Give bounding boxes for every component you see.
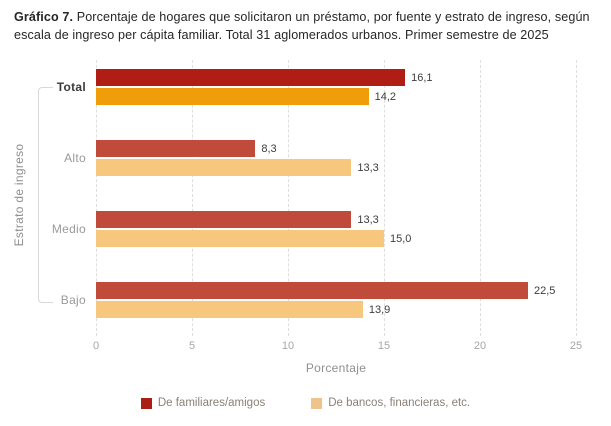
- gridline: [480, 60, 481, 336]
- bar: [96, 230, 384, 247]
- gridline: [576, 60, 577, 336]
- category-label: Bajo: [60, 293, 86, 307]
- x-tick-label: 25: [569, 340, 583, 352]
- gridline: [192, 60, 193, 336]
- x-tick-label: 20: [473, 340, 487, 352]
- legend-swatch-tan-icon: [311, 397, 323, 409]
- bar-value-label: 15,0: [390, 232, 412, 245]
- legend-label: De bancos, financieras, etc.: [328, 397, 471, 409]
- bar-value-label: 13,9: [368, 303, 391, 316]
- bar-group-medio: Medio 13,3 15,0: [0, 211, 611, 247]
- bar-value-label: 22,5: [534, 284, 556, 297]
- bar-group-alto: Alto 8,3 13,3: [0, 140, 611, 176]
- bar-value-label: 16,1: [411, 71, 433, 84]
- category-label: Alto: [64, 151, 86, 165]
- bar: [96, 211, 352, 228]
- bar: [96, 88, 369, 105]
- legend-item-familiares: De familiares/amigos: [140, 397, 266, 409]
- bar: [96, 301, 363, 318]
- y-axis-bracket: [38, 87, 53, 303]
- bar: [96, 140, 256, 157]
- bar-group-total: Total 16,1 14,2: [0, 69, 611, 105]
- gridline: [96, 60, 97, 336]
- bar-group-bajo: Bajo 22,5 13,9: [0, 282, 611, 318]
- bar-value-label: 13,3: [357, 161, 379, 174]
- bar: [96, 159, 352, 176]
- bar-value-label: 13,3: [357, 213, 379, 226]
- chart-title-number: Gráfico 7.: [14, 10, 74, 24]
- x-tick-label: 0: [92, 340, 100, 352]
- legend-swatch-red-icon: [140, 397, 152, 409]
- category-label: Medio: [51, 222, 86, 236]
- gridline: [288, 60, 289, 336]
- legend-item-bancos: De bancos, financieras, etc.: [311, 397, 470, 409]
- gridline: [384, 60, 385, 336]
- x-tick-label: 5: [188, 340, 196, 352]
- bar: [96, 282, 528, 299]
- bar: [96, 69, 406, 86]
- category-label: Total: [56, 80, 86, 94]
- chart-title-text: Porcentaje de hogares que solicitaron un…: [14, 10, 590, 43]
- x-tick-label: 10: [281, 340, 295, 352]
- x-tick-label: 15: [377, 340, 391, 352]
- bar-chart: Estrato de ingreso 0 5 10 15 20 25 Porcentaje…: [0, 60, 611, 390]
- chart-title: Gráfico 7. Porcentaje de hogares que sol…: [14, 8, 602, 45]
- bar-value-label: 8,3: [261, 142, 277, 155]
- bar-value-label: 14,2: [374, 90, 397, 103]
- legend-label: De familiares/amigos: [157, 397, 266, 409]
- x-axis-ticks: 0 5 10 15 20 25: [92, 340, 582, 354]
- x-axis-label: Porcentaje: [305, 361, 367, 375]
- plot-area: [96, 60, 577, 336]
- legend: De familiares/amigos De bancos, financie…: [0, 397, 611, 409]
